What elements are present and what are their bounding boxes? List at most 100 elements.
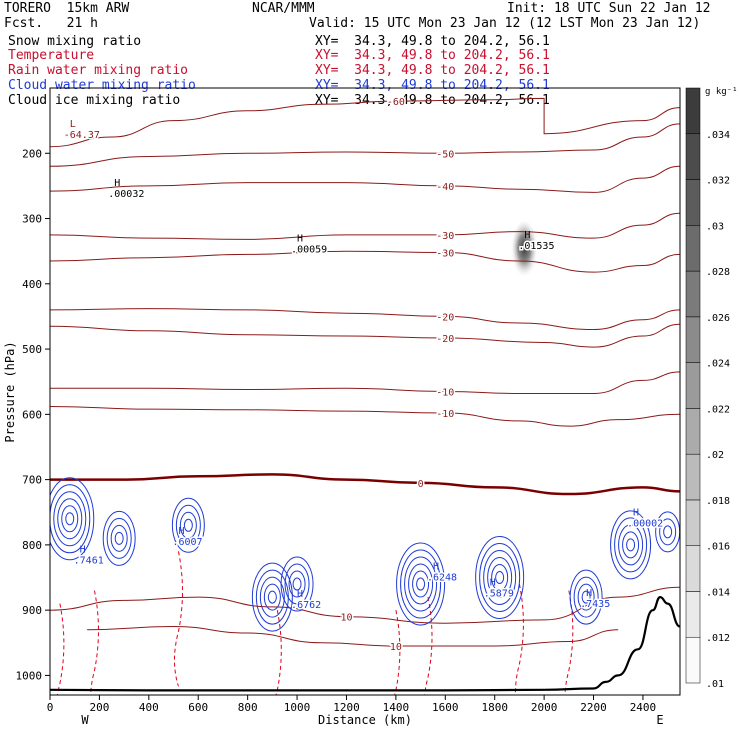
isotherm-label: -60 xyxy=(387,97,405,108)
y-tick-label: 700 xyxy=(22,474,42,487)
isotherm-line xyxy=(50,586,680,624)
extremum-marker: H xyxy=(297,589,303,600)
cloud-water-contour xyxy=(408,563,434,605)
x-tick-label: 2200 xyxy=(580,701,607,714)
extremum-value: .01535 xyxy=(518,241,554,252)
cloud-water-contour xyxy=(581,590,591,604)
isotherm-label: 0 xyxy=(418,479,424,490)
extremum-value: .6248 xyxy=(427,573,457,584)
cloud-water-contour xyxy=(396,542,446,626)
cloud-water-contour xyxy=(106,517,132,559)
colorbar-swatch xyxy=(685,133,701,180)
cloud-water-contour xyxy=(263,583,281,611)
x-tick-label: 2400 xyxy=(630,701,657,714)
cloud-water-contour xyxy=(569,569,603,625)
cloud-water-contour xyxy=(284,563,310,605)
forecast-hour: Fcst. 21 h xyxy=(4,16,98,31)
isotherm-line xyxy=(50,473,680,496)
isotherm-line xyxy=(50,371,680,395)
rain-contour-layer xyxy=(56,551,574,695)
cloud-water-contour xyxy=(267,590,277,604)
model-label: TORERO 15km ARW xyxy=(4,1,130,16)
extremum-value: .00059 xyxy=(291,244,327,255)
x-tick-label: 200 xyxy=(89,701,109,714)
x-tick-label: 1600 xyxy=(432,701,459,714)
colorbar-swatch xyxy=(685,636,701,684)
extremum-value: .5879 xyxy=(484,588,514,599)
x-tick-label: 1000 xyxy=(284,701,311,714)
field-label-snow: Snow mixing ratio xyxy=(8,34,142,49)
x-tick-label: 1200 xyxy=(333,701,360,714)
east-label: E xyxy=(656,713,663,727)
terrain-layer xyxy=(50,595,680,692)
x-axis-label: Distance (km) xyxy=(318,713,412,727)
cloud-water-contour xyxy=(483,550,517,606)
extremum-marker: H xyxy=(490,577,496,588)
rain-contour xyxy=(56,603,65,695)
extremum-marker: H xyxy=(633,508,639,519)
cloud-water-contour xyxy=(65,512,75,526)
cloud-water-contour xyxy=(61,505,79,533)
colorbar-label: .018 xyxy=(706,496,730,507)
isotherm-line xyxy=(50,406,680,427)
y-axis-label: Pressure (hPa) xyxy=(3,341,17,442)
isotherm-label: -20 xyxy=(436,312,454,323)
extremum-marker: L xyxy=(70,119,76,130)
y-tick-label: 1000 xyxy=(16,669,43,682)
colorbar-label: .01 xyxy=(706,679,724,690)
field-xy-cloud-water: XY= 34.3, 49.8 to 204.2, 56.1 xyxy=(315,78,550,93)
colorbar-label: .032 xyxy=(706,176,730,187)
x-tick-label: 400 xyxy=(139,701,159,714)
colorbar-label: .03 xyxy=(706,221,724,232)
cloud-water-contour xyxy=(57,498,83,540)
org-label: NCAR/MMM xyxy=(252,1,315,16)
x-tick-label: 1400 xyxy=(383,701,410,714)
isotherm-line xyxy=(50,212,680,240)
init-time: Init: 18 UTC Sun 22 Jan 12 xyxy=(507,1,711,16)
isotherm-line xyxy=(50,308,680,331)
cloud-water-contour xyxy=(110,524,128,552)
snow-shading-layer xyxy=(510,221,539,282)
y-tick-label: 600 xyxy=(22,408,42,421)
field-label-cloud-water: Cloud water mixing ratio xyxy=(8,78,196,93)
isotherm-line xyxy=(50,250,680,273)
colorbar-swatch xyxy=(685,499,701,546)
y-tick-label: 800 xyxy=(22,539,42,552)
x-tick-label: 0 xyxy=(47,701,54,714)
colorbar-label: .024 xyxy=(706,359,730,370)
cloud-water-contour xyxy=(183,518,193,532)
colorbar-swatch xyxy=(685,225,701,272)
terrain-surface-line xyxy=(50,595,680,692)
colorbar-label: .034 xyxy=(706,130,730,141)
extremum-value: .7461 xyxy=(74,556,104,567)
isotherm-line xyxy=(50,123,680,167)
isotherm-label: 10 xyxy=(390,642,402,653)
axes-layer: 0 200 400 600 800 1000 1200 1400 1600 1800 2000 220… xyxy=(16,147,657,714)
cloud-water-contour xyxy=(577,583,595,611)
colorbar-swatch xyxy=(685,316,701,363)
field-xy-snow: XY= 34.3, 49.8 to 204.2, 56.1 xyxy=(315,34,550,49)
rain-contour xyxy=(514,583,524,695)
isotherm-line xyxy=(50,323,680,348)
cloud-water-contour xyxy=(663,525,673,539)
colorbar-swatch xyxy=(685,591,701,638)
plot-frame xyxy=(49,87,681,696)
cloud-water-contour xyxy=(491,564,509,592)
cloud-water-contour xyxy=(573,576,599,618)
isotherm-label: -40 xyxy=(436,182,454,193)
contour-label-layer: -60 -50 -40 -30 -30 -20 -20 -10 -10 0 10 10 L-64.37 H… xyxy=(62,96,664,655)
colorbar-label: .026 xyxy=(706,313,730,324)
field-label-cloud-ice: Cloud ice mixing ratio xyxy=(8,93,181,108)
y-tick-label: 500 xyxy=(22,343,42,356)
cloud-water-contour xyxy=(102,510,136,566)
extremum-value: .00002 xyxy=(627,519,663,530)
extremum-marker: H xyxy=(178,526,184,537)
cloud-water-contour xyxy=(495,571,505,585)
isotherm-label: 10 xyxy=(340,613,352,624)
cloud-water-contour-layer xyxy=(50,477,680,632)
colorbar: .01 .012 .014 .016 .018 .02 .022 .024 .026 .028 .0… xyxy=(685,87,730,690)
snow-maximum-shading xyxy=(510,221,539,282)
x-tick-label: 1800 xyxy=(481,701,508,714)
x-tick-label: 800 xyxy=(238,701,258,714)
west-label: W xyxy=(81,713,89,727)
